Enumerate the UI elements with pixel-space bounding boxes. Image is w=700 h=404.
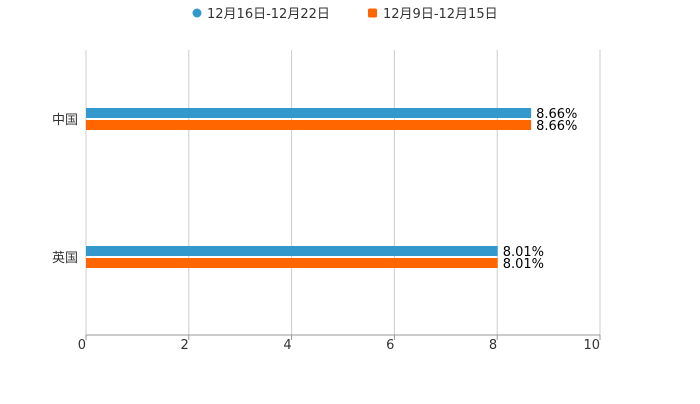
x-tick-label: 8 [489,338,497,353]
x-tick-label: 10 [583,338,600,353]
bar-orange [86,258,498,268]
x-tick-label: 0 [78,338,86,353]
bar-blue [86,108,532,118]
data-label: 8.66% [536,119,577,134]
legend-square-icon [368,8,377,18]
data-label: 8.01% [503,257,544,272]
legend-circle-icon [192,8,202,18]
legend-label: 12月9日-12月15日 [383,7,498,22]
legend-label: 12月16日-12月22日 [207,7,330,22]
y-category-label: 英国 [52,251,78,266]
data-label: 8.01% [503,245,544,260]
x-tick-label: 2 [181,338,189,353]
x-tick-label: 6 [386,338,394,353]
x-tick-label: 4 [283,338,291,353]
data-label: 8.66% [536,107,577,122]
bar-orange [86,120,532,130]
bar-blue [86,246,498,256]
y-category-label: 中国 [52,113,78,128]
